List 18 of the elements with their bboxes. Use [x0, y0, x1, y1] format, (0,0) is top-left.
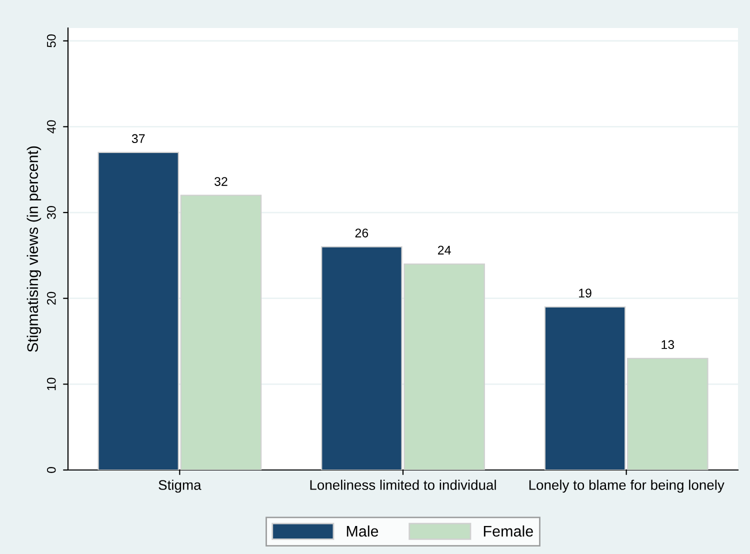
y-tick-label: 20 — [46, 292, 56, 305]
data-label: 24 — [438, 246, 451, 254]
y-tick-label: 0 — [46, 467, 56, 473]
y-tick-label: 30 — [46, 206, 56, 219]
data-label: 37 — [132, 134, 145, 144]
y-axis-title: Stigmatising views (in percent) — [26, 146, 42, 352]
data-label: 32 — [214, 177, 228, 186]
x-tick-label: Loneliness limited to individual — [310, 480, 496, 490]
data-label: 26 — [355, 228, 368, 238]
data-label: 13 — [662, 340, 674, 350]
x-tick-label: Stigma — [158, 480, 202, 493]
y-tick-label: 40 — [46, 120, 56, 134]
legend-label: Male — [346, 525, 378, 537]
y-tick-label: 50 — [46, 34, 56, 48]
data-label: 19 — [579, 288, 592, 298]
x-tick-label: Lonely to blame for being lonely — [529, 480, 724, 493]
y-tick-label: 10 — [46, 378, 56, 390]
legend-label: Female — [484, 525, 533, 537]
